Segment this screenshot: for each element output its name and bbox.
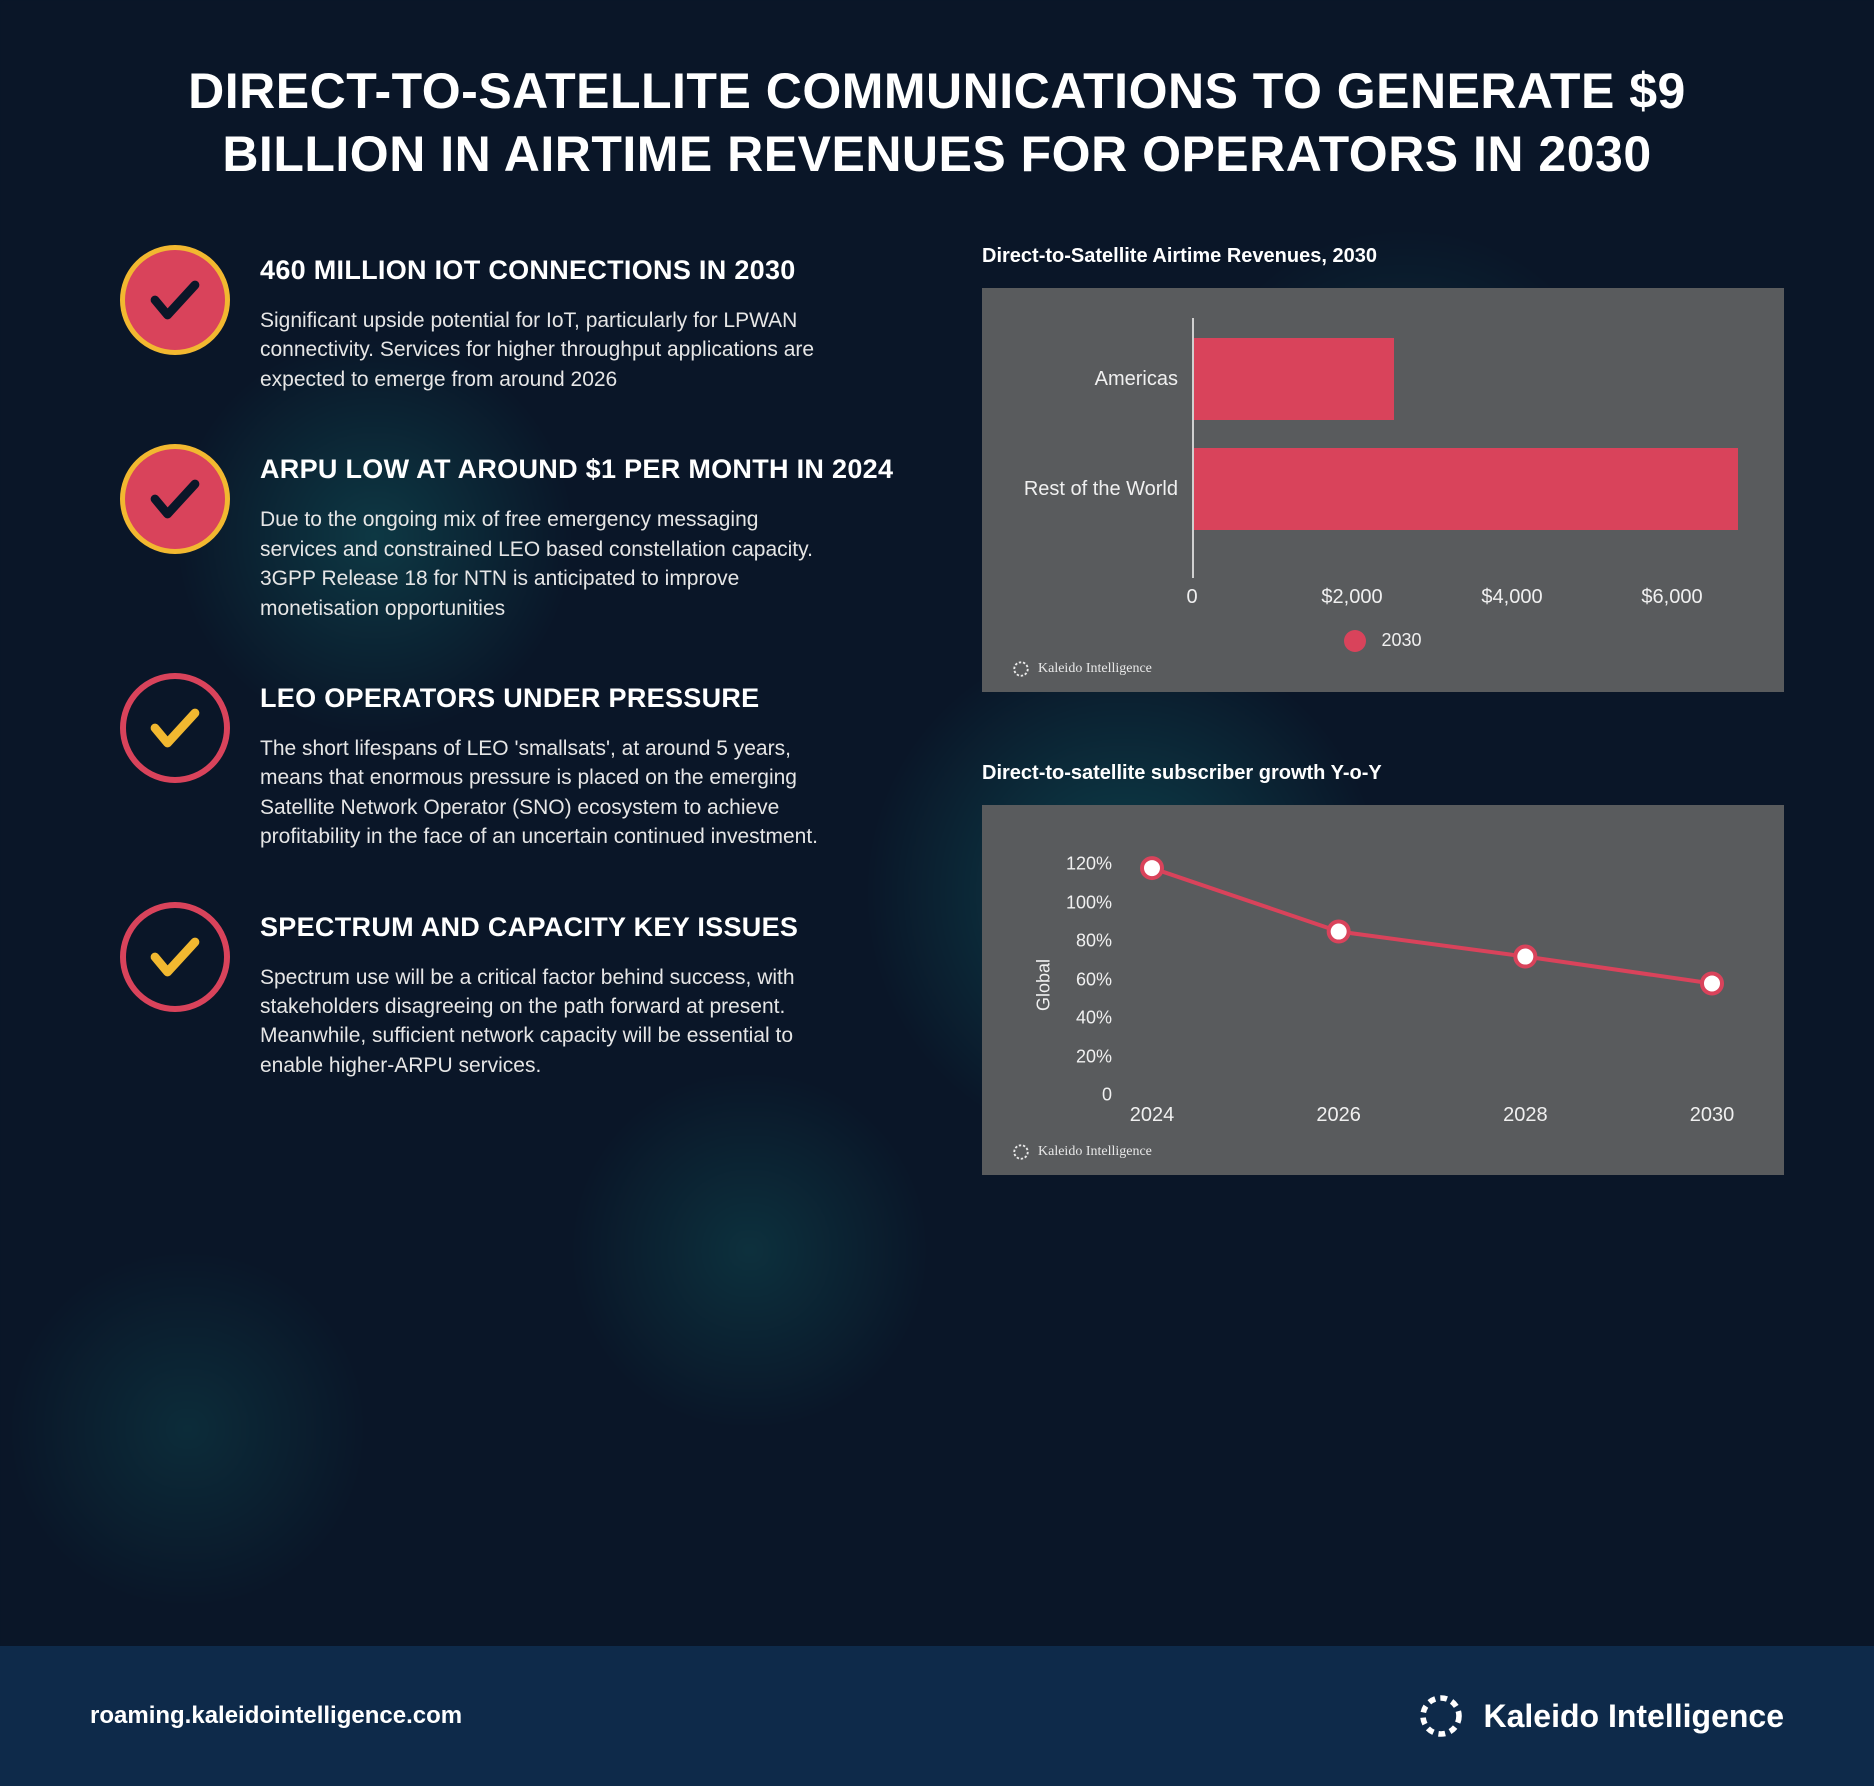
- two-column-layout: 460 MILLION IOT CONNECTIONS IN 2030 Sign…: [90, 245, 1784, 1245]
- bar: [1194, 448, 1738, 530]
- chart-brand: Kaleido Intelligence: [1012, 660, 1754, 678]
- line-chart-title: Direct-to-satellite subscriber growth Y-…: [982, 762, 1784, 785]
- bar-chart-xaxis: 0$2,000$4,000$6,000: [1192, 586, 1752, 616]
- brand-ring-icon: [1012, 1143, 1030, 1161]
- key-point: SPECTRUM AND CAPACITY KEY ISSUES Spectru…: [120, 902, 922, 1081]
- footer-bar: roaming.kaleidointelligence.com Kaleido …: [0, 1646, 1874, 1786]
- key-point-text: SPECTRUM AND CAPACITY KEY ISSUES Spectru…: [260, 902, 922, 1081]
- chart-brand-label: Kaleido Intelligence: [1038, 661, 1152, 677]
- line-ytick-label: 0: [1052, 1085, 1112, 1106]
- key-point-body: Due to the ongoing mix of free emergency…: [260, 505, 820, 623]
- footer-url: roaming.kaleidointelligence.com: [90, 1702, 462, 1730]
- charts-column: Direct-to-Satellite Airtime Revenues, 20…: [982, 245, 1784, 1245]
- bar-chart-card: Americas Rest of the World 0 $2,000 $4,000 $…: [982, 288, 1784, 692]
- key-point-heading: 460 MILLION IOT CONNECTIONS IN 2030: [260, 253, 922, 288]
- bar-xtick-label: 0: [1186, 586, 1197, 609]
- page-title: DIRECT-TO-SATELLITE COMMUNICATIONS TO GE…: [90, 60, 1784, 185]
- line-xtick-label: 2024: [1130, 1104, 1175, 1127]
- line-chart-area: Global 020%40%60%80%100%120%202420262028…: [1052, 835, 1754, 1135]
- brand-ring-icon: [1012, 660, 1030, 678]
- footer-brand-label: Kaleido Intelligence: [1483, 1698, 1784, 1735]
- line-ytick-label: 80%: [1052, 931, 1112, 952]
- bar-category-label: Rest of the World: [1014, 478, 1194, 501]
- line-chart-card: Global 020%40%60%80%100%120%202420262028…: [982, 805, 1784, 1175]
- line-marker: [1702, 974, 1722, 994]
- key-point: ARPU LOW AT AROUND $1 PER MONTH IN 2024 …: [120, 444, 922, 623]
- legend-label: 2030: [1381, 630, 1421, 650]
- check-icon: [120, 245, 230, 355]
- bar: [1194, 338, 1394, 420]
- line-xtick-label: 2030: [1690, 1104, 1735, 1127]
- line-xtick-label: 2028: [1503, 1104, 1548, 1127]
- bar-row: Rest of the World: [1194, 448, 1738, 530]
- key-point-body: Significant upside potential for IoT, pa…: [260, 306, 820, 394]
- bar-chart-plot: Americas Rest of the World: [1192, 318, 1752, 578]
- footer-brand: Kaleido Intelligence: [1417, 1692, 1784, 1740]
- brand-ring-icon: [1417, 1692, 1465, 1740]
- check-icon: [120, 902, 230, 1012]
- line-chart-block: Direct-to-satellite subscriber growth Y-…: [982, 762, 1784, 1175]
- line-ytick-label: 120%: [1052, 854, 1112, 875]
- chart-brand-label: Kaleido Intelligence: [1038, 1144, 1152, 1160]
- key-point-heading: SPECTRUM AND CAPACITY KEY ISSUES: [260, 910, 922, 945]
- line-ytick-label: 100%: [1052, 892, 1112, 913]
- content-area: DIRECT-TO-SATELLITE COMMUNICATIONS TO GE…: [0, 0, 1874, 1646]
- bar-chart-title: Direct-to-Satellite Airtime Revenues, 20…: [982, 245, 1784, 268]
- line-series: [1152, 868, 1712, 983]
- key-point: LEO OPERATORS UNDER PRESSURE The short l…: [120, 673, 922, 852]
- key-point-body: The short lifespans of LEO 'smallsats', …: [260, 734, 820, 852]
- line-xtick-label: 2026: [1316, 1104, 1361, 1127]
- line-ytick-label: 60%: [1052, 969, 1112, 990]
- key-point-text: LEO OPERATORS UNDER PRESSURE The short l…: [260, 673, 922, 852]
- bar-xtick-label: $2,000: [1321, 586, 1382, 609]
- key-point-text: ARPU LOW AT AROUND $1 PER MONTH IN 2024 …: [260, 444, 922, 623]
- check-icon: [120, 673, 230, 783]
- line-marker: [1142, 858, 1162, 878]
- key-point-body: Spectrum use will be a critical factor b…: [260, 963, 820, 1081]
- bar-xtick-label: $4,000: [1481, 586, 1542, 609]
- line-marker: [1329, 922, 1349, 942]
- bar-chart-legend: 2030: [1012, 630, 1754, 652]
- bar-chart-block: Direct-to-Satellite Airtime Revenues, 20…: [982, 245, 1784, 692]
- key-points-column: 460 MILLION IOT CONNECTIONS IN 2030 Sign…: [90, 245, 922, 1245]
- line-ytick-label: 40%: [1052, 1008, 1112, 1029]
- key-point: 460 MILLION IOT CONNECTIONS IN 2030 Sign…: [120, 245, 922, 394]
- key-point-heading: LEO OPERATORS UNDER PRESSURE: [260, 681, 922, 716]
- line-marker: [1515, 947, 1535, 967]
- line-ytick-label: 20%: [1052, 1046, 1112, 1067]
- line-chart-svg: [1122, 845, 1742, 1095]
- legend-dot-icon: [1344, 630, 1366, 652]
- line-chart-plot: 020%40%60%80%100%120%2024202620282030: [1122, 845, 1742, 1095]
- bar-category-label: Americas: [1014, 368, 1194, 391]
- chart-brand: Kaleido Intelligence: [1012, 1143, 1754, 1161]
- key-point-text: 460 MILLION IOT CONNECTIONS IN 2030 Sign…: [260, 245, 922, 394]
- bar-xtick-label: $6,000: [1641, 586, 1702, 609]
- bar-row: Americas: [1194, 338, 1394, 420]
- key-point-heading: ARPU LOW AT AROUND $1 PER MONTH IN 2024: [260, 452, 922, 487]
- check-icon: [120, 444, 230, 554]
